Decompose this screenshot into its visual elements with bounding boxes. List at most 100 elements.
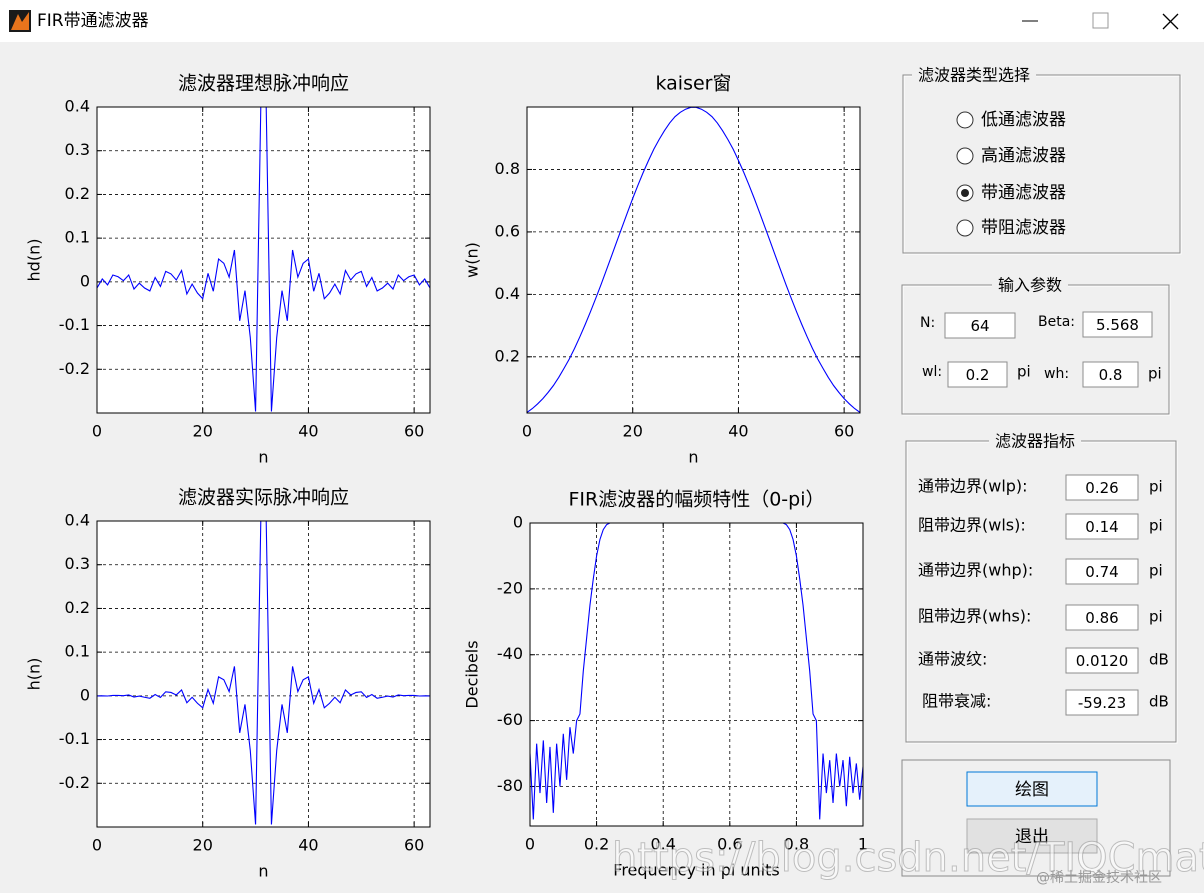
text-input[interactable] [1065,474,1139,501]
input-value: 0.2 [966,366,990,384]
app-icon [9,10,31,32]
spec-label: 阻带边界(whs): [918,607,1031,626]
x-tick-label: 0.2 [584,835,609,854]
y-tick-label: 0 [513,513,523,532]
plot-area [530,523,863,826]
text-input[interactable] [947,361,1008,388]
radio-label: 带通滤波器 [981,183,1066,203]
y-tick-label: -0.2 [59,359,90,378]
plot-frame [96,106,431,414]
x-tick-label: 0 [92,422,102,441]
plot-frame [529,522,864,827]
input-value: 0.14 [1085,518,1118,536]
input-value: 0.8 [1099,366,1123,384]
field-label: Beta: [1038,314,1075,330]
spec-unit: pi [1149,478,1163,496]
y-tick-label: -80 [497,776,523,795]
watermark-credit: @稀土掘金技术社区 [1036,870,1162,886]
text-input[interactable] [1082,311,1153,338]
x-tick-label: 0 [525,835,535,854]
input-value: 0.74 [1085,563,1118,581]
input-value: 0.86 [1085,609,1118,627]
input-value: 5.568 [1096,316,1139,334]
field-label: wl: [922,364,942,380]
panel-title: 滤波器类型选择 [918,66,1030,85]
spec-unit: dB [1149,651,1169,669]
text-input[interactable] [944,312,1016,339]
spec-unit: pi [1149,562,1163,580]
x-tick-label: 20 [623,422,643,441]
button-label: 绘图 [1015,780,1049,800]
plot-title: FIR滤波器的幅频特性（0-pi） [568,489,824,511]
panel-title: 滤波器指标 [995,432,1075,451]
plot-title: kaiser窗 [656,73,732,95]
text-input[interactable] [1065,558,1139,585]
y-tick-label: -20 [497,578,523,597]
y-tick-label: 0.2 [495,346,520,365]
radio-button[interactable] [956,111,974,129]
plot-title: 滤波器理想脉冲响应 [178,73,349,95]
data-line [97,521,430,825]
x-axis-label: Frequency in pi units [613,861,779,880]
watermark: https://blog.csdn.net/TIQCmatlab [612,835,1204,881]
plot-title: 滤波器实际脉冲响应 [178,487,349,509]
y-tick-label: 0 [80,271,90,290]
input-value: -59.23 [1078,694,1126,712]
y-axis-label: h(n) [25,658,44,691]
y-tick-label: 0.1 [65,228,90,247]
title-bar [0,0,1204,42]
spec-label: 阻带衰减: [922,692,991,711]
y-tick-label: 0.4 [65,511,90,530]
spec-label: 通带边界(wlp): [918,477,1028,496]
text-input[interactable] [1065,513,1139,540]
y-axis-label: Decibels [463,640,482,708]
y-tick-label: 0.3 [65,140,90,159]
text-input[interactable] [1065,604,1139,631]
y-tick-label: -0.1 [59,315,90,334]
plot-area [97,521,430,827]
spec-unit: dB [1149,693,1169,711]
panel-border [903,75,1182,255]
button-panel [901,759,1171,877]
x-tick-label: 40 [728,422,748,441]
button[interactable] [966,771,1098,807]
radio-button[interactable] [956,147,974,165]
text-input[interactable] [1082,361,1139,388]
y-tick-label: -0.2 [59,773,90,792]
input-value: 0.0120 [1076,652,1129,670]
spec-label: 通带边界(whp): [918,561,1033,580]
x-tick-label: 60 [404,422,424,441]
radio-button[interactable] [956,219,974,237]
y-tick-label: -40 [497,644,523,663]
y-tick-label: 0.2 [65,184,90,203]
maximize-button[interactable] [1092,12,1109,29]
radio-label: 高通滤波器 [981,146,1066,166]
x-tick-label: 60 [834,422,854,441]
y-tick-label: 0.8 [495,159,520,178]
close-button[interactable] [1162,13,1179,30]
text-input[interactable] [1065,689,1139,716]
panel-border [902,74,1181,254]
y-axis-label: w(n) [463,242,482,278]
y-axis-label: hd(n) [25,239,44,282]
x-tick-label: 60 [404,836,424,855]
y-tick-label: -0.1 [59,729,90,748]
field-unit: pi [1017,363,1031,381]
input-value: 64 [970,317,989,335]
field-label: N: [920,315,935,331]
x-tick-label: 0.8 [784,835,809,854]
window-title: FIR带通滤波器 [37,11,149,31]
plot-frame [526,106,861,414]
input-value: 0.26 [1085,479,1118,497]
x-tick-label: 40 [298,422,318,441]
button[interactable] [966,818,1098,854]
y-tick-label: 0.6 [495,221,520,240]
panel-title-bg [988,431,1082,451]
x-tick-label: 0 [522,422,532,441]
x-axis-label: n [688,448,698,467]
spec-label: 阻带边界(wls): [918,516,1026,535]
x-axis-label: n [258,862,268,881]
y-tick-label: -60 [497,710,523,729]
text-input[interactable] [1065,647,1139,674]
x-axis-label: n [258,448,268,467]
